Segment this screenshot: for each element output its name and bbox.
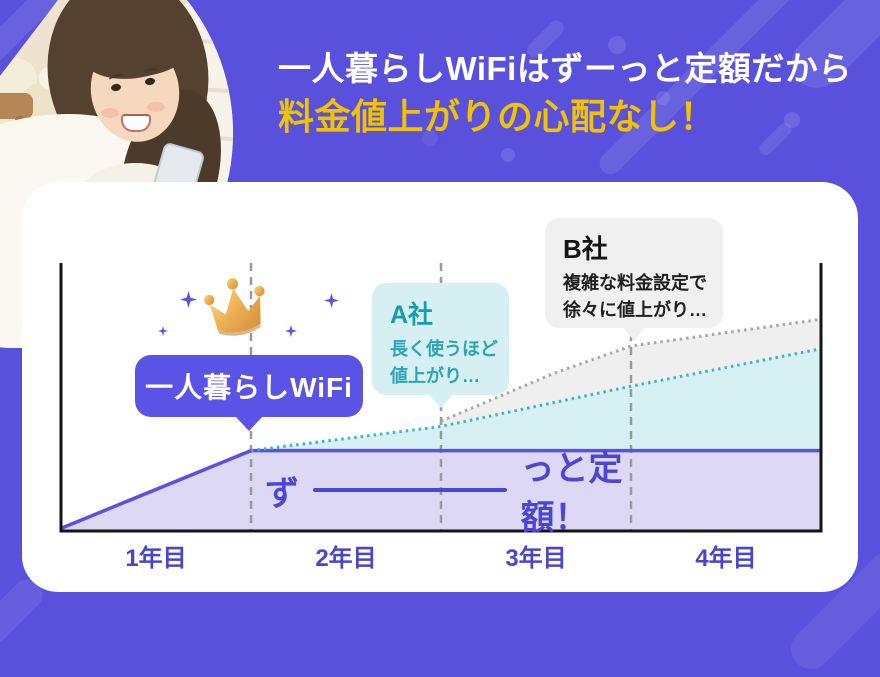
bubble-tail (427, 393, 454, 408)
flat-rate-prefix: ず (265, 474, 299, 513)
x-tick-year1: 1年目 (125, 545, 187, 572)
sparkle-icon (158, 326, 168, 336)
chart-card: B社 複雑な料金設定で 徐々に値上がり… A社 長く使うほど 値上がり… (22, 182, 858, 592)
bubble-tail (621, 325, 647, 341)
competitor-b-bubble: B社 複雑な料金設定で 徐々に値上がり… (545, 218, 723, 341)
competitor-a-note: 長く使うほど (390, 339, 498, 359)
flat-rate-caption: ず っと定額！ (265, 450, 685, 537)
x-tick-year3: 3年目 (505, 545, 567, 572)
bg-dot (656, 91, 670, 105)
photo-stool (0, 93, 33, 119)
headline: 一人暮らしWiFiはずーっと定額だから 料金値上がりの心配なし！ (278, 46, 852, 141)
competitor-a-note: 値上がり… (390, 366, 480, 386)
series-line (440, 317, 822, 423)
competitor-b-title: B社 (563, 234, 608, 264)
headline-line2: 料金値上がりの心配なし！ (278, 95, 717, 137)
series-fill (441, 319, 821, 427)
crown-icon (203, 278, 265, 336)
bg-dot (608, 36, 626, 54)
x-tick-year2: 2年目 (315, 545, 377, 572)
bg-dot (501, 148, 515, 162)
photo-woman-smile (121, 114, 151, 132)
bg-dot (784, 112, 800, 128)
series-fill (251, 348, 821, 451)
x-tick-year4: 4年目 (695, 545, 757, 572)
flat-rate-dash (313, 488, 507, 492)
competitor-b-note: 複雑な料金設定で (563, 273, 707, 293)
brand-label: 一人暮らしWiFi (145, 372, 353, 403)
brand-badge: 一人暮らしWiFi (135, 355, 363, 431)
bg-dot (422, 130, 438, 146)
competitor-b-note: 徐々に値上がり… (563, 300, 707, 320)
flat-rate-suffix: っと定額！ (520, 450, 623, 537)
competitor-a-bubble: A社 長く使うほど 値上がり… (372, 283, 509, 408)
bubble-tail (234, 415, 264, 431)
series-line (250, 347, 822, 453)
headline-line1: 一人暮らしWiFiはずーっと定額だから (278, 50, 852, 87)
competitor-a-title: A社 (390, 301, 434, 329)
